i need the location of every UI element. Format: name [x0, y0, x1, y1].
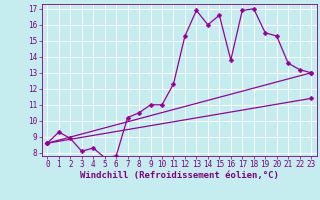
X-axis label: Windchill (Refroidissement éolien,°C): Windchill (Refroidissement éolien,°C) — [80, 171, 279, 180]
